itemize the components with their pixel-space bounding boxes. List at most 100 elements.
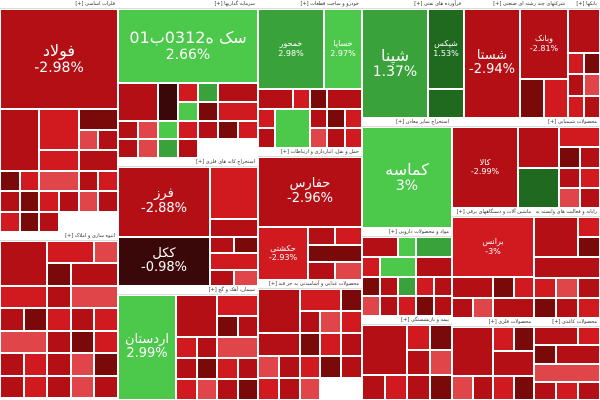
sector-header[interactable]: استخراج کانه های فلزی [+]	[118, 158, 258, 167]
tile-percent: -3%	[485, 246, 501, 256]
sector-financial: فلزات اساسی [+] فولاد -2.98%	[0, 0, 118, 232]
tile-shasta[interactable]: شستا -2.94%	[464, 9, 520, 118]
tile-kamaseh[interactable]: کماسه 3%	[362, 127, 452, 228]
tile-symbol: خساپا	[333, 39, 353, 48]
sector-multi: شرکتهای چند رشته ای صنعتی [+] شستا -2.94…	[464, 0, 568, 118]
sector-insurance: بیمه و بازنشستگی [+]	[362, 316, 452, 400]
sector-header[interactable]: فلزات اساسی [+]	[0, 0, 118, 9]
tile-symbol: شپکس	[434, 39, 458, 48]
tile-percent: 3%	[395, 178, 419, 195]
sector-food: محصولات غذایی و آشامیدنی به جز قند [+]	[258, 280, 362, 400]
sector-paper: محصولات کاغذی [+]	[534, 318, 600, 400]
tile-grid-small	[518, 127, 600, 208]
tile-grid-small	[534, 327, 600, 400]
tile-symbol: شپنا	[381, 45, 409, 65]
tile-grid-small	[0, 109, 118, 232]
sector-header[interactable]: بانکها [+]	[568, 0, 600, 9]
sector-header[interactable]: محصولات فلزی [+]	[452, 318, 534, 327]
tile-khodro[interactable]: خمحور 2.98%	[258, 9, 324, 89]
sector-tech: رایانه و فعالیت های وابسته به آن [+]	[534, 208, 600, 318]
sector-header[interactable]: مواد و محصولات دارویی [+]	[362, 228, 452, 237]
tile-symbol: خمحور	[279, 39, 303, 48]
sector-mining: استخراج کانه های فلزی [+] فرز -2.88% ککل…	[118, 158, 258, 286]
tile-percent: -2.99%	[470, 167, 500, 177]
tile-beranis[interactable]: برانس -3%	[452, 217, 534, 277]
tile-symbol: اردستان	[124, 331, 169, 347]
tile-symbol: فولاد	[42, 41, 76, 61]
tile-sekeh[interactable]: سک ه0312ب01 2.66%	[118, 9, 258, 83]
tile-percent: -2.94%	[469, 62, 515, 78]
tile-grid-small	[0, 241, 118, 400]
tile-kkel[interactable]: ککل -0.98%	[118, 237, 210, 286]
sector-header[interactable]: فرآورده های نفتی [+]	[362, 0, 464, 9]
tile-grid-small	[118, 83, 258, 158]
tile-percent: 2.99%	[126, 346, 168, 362]
sector-electric: ماشین آلات و دستگاههای برقی [+] برانس -3…	[452, 208, 534, 318]
sector-header[interactable]: بیمه و بازنشستگی [+]	[362, 316, 452, 325]
tile-percent: -0.98%	[141, 260, 187, 276]
sector-header[interactable]: رایانه و فعالیت های وابسته به آن [+]	[534, 208, 600, 217]
sector-auto: خودرو و ساخت قطعات [+] خمحور 2.98% خساپا…	[258, 0, 362, 148]
tile-symbol: حکشتی	[270, 243, 296, 253]
tile-symbol: کالا	[479, 157, 491, 167]
tile-unlabeled[interactable]	[520, 79, 544, 118]
sector-header[interactable]: حمل و نقل، انبارداری و ارتباطات [+]	[258, 148, 362, 157]
tile-percent: 2.66%	[165, 46, 211, 63]
sector-header[interactable]: سیمان، آهک و گچ [+]	[118, 286, 258, 295]
sector-header[interactable]: محصولات شیمیایی [+]	[452, 118, 600, 127]
sector-header[interactable]: استخراج سایر معادن [+]	[362, 118, 452, 127]
tile-vbank[interactable]: وبانک -2.81%	[520, 9, 568, 79]
tile-symbol: ککل	[152, 245, 176, 261]
tile-folad[interactable]: فولاد -2.98%	[0, 9, 118, 109]
tile-grid-small	[362, 325, 452, 400]
tile-grid-small	[452, 327, 534, 400]
sector-chemical: محصولات شیمیایی [+] کالا -2.99%	[452, 118, 600, 208]
tile-grid-small	[258, 289, 362, 400]
tile-percent: 2.98%	[278, 48, 304, 58]
tile-percent: -2.88%	[141, 200, 187, 216]
tile-percent: 1.53%	[433, 48, 459, 58]
sector-realestate: انبوه سازی و املاک [+]	[0, 232, 118, 400]
tile-khosapa[interactable]: خساپا 2.97%	[324, 9, 362, 89]
tile-percent: -2.96%	[287, 190, 333, 206]
sector-header[interactable]: شرکتهای چند رشته ای صنعتی [+]	[464, 0, 568, 9]
tile-shapna[interactable]: شپنا 1.37%	[362, 9, 428, 118]
tile-percent: 2.97%	[330, 48, 356, 58]
tile-grid-small	[534, 217, 600, 318]
tile-unlabeled[interactable]	[210, 167, 258, 219]
sector-metal-products: محصولات فلزی [+]	[452, 318, 534, 400]
sector-header[interactable]: محصولات کاغذی [+]	[534, 318, 600, 327]
sector-header[interactable]: انبوه سازی و املاک [+]	[0, 232, 118, 241]
tile-shpakhsh[interactable]: شپکس 1.53%	[428, 9, 464, 89]
tile-unlabeled[interactable]	[210, 219, 258, 237]
tile-symbol: شستا	[476, 47, 508, 63]
tile-fars[interactable]: فرز -2.88%	[118, 167, 210, 237]
tile-unlabeled[interactable]	[428, 89, 464, 118]
tile-hakashti[interactable]: حکشتی -2.93%	[258, 227, 308, 280]
sector-header[interactable]: ماشین آلات و دستگاههای برقی [+]	[452, 208, 534, 217]
tile-symbol: وبانک	[535, 34, 553, 43]
sector-header[interactable]: محصولات غذایی و آشامیدنی به جز قند [+]	[258, 280, 362, 289]
tile-grid-small	[568, 9, 600, 118]
sector-header[interactable]: سرمایه گذاریها [+]	[118, 0, 258, 9]
tile-grid-small	[452, 277, 534, 318]
tile-grid-small	[258, 89, 362, 148]
tile-ordestan[interactable]: اردستان 2.99%	[118, 295, 176, 400]
sector-cement: سیمان، آهک و گچ [+] اردستان 2.99%	[118, 286, 258, 400]
sector-other-mining: استخراج سایر معادن [+] کماسه 3%	[362, 118, 452, 228]
tile-kala[interactable]: کالا -2.99%	[452, 127, 518, 208]
sector-transport: حمل و نقل، انبارداری و ارتباطات [+] حفار…	[258, 148, 362, 280]
tile-percent: -2.93%	[268, 253, 298, 263]
tile-grid-small	[176, 295, 258, 400]
sector-oil: فرآورده های نفتی [+] شپنا 1.37% شپکس 1.5…	[362, 0, 464, 118]
tile-percent: 1.37%	[372, 64, 418, 81]
tile-symbol: برانس	[482, 237, 504, 246]
tile-symbol: حفارس	[289, 176, 331, 192]
tile-percent: -2.81%	[529, 43, 559, 53]
tile-unlabeled[interactable]	[544, 79, 568, 118]
tile-hafars[interactable]: حفارس -2.96%	[258, 157, 362, 227]
tile-symbol: کماسه	[385, 159, 429, 179]
sector-header[interactable]: خودرو و ساخت قطعات [+]	[258, 0, 362, 9]
tile-symbol: سک ه0312ب01	[129, 28, 247, 48]
